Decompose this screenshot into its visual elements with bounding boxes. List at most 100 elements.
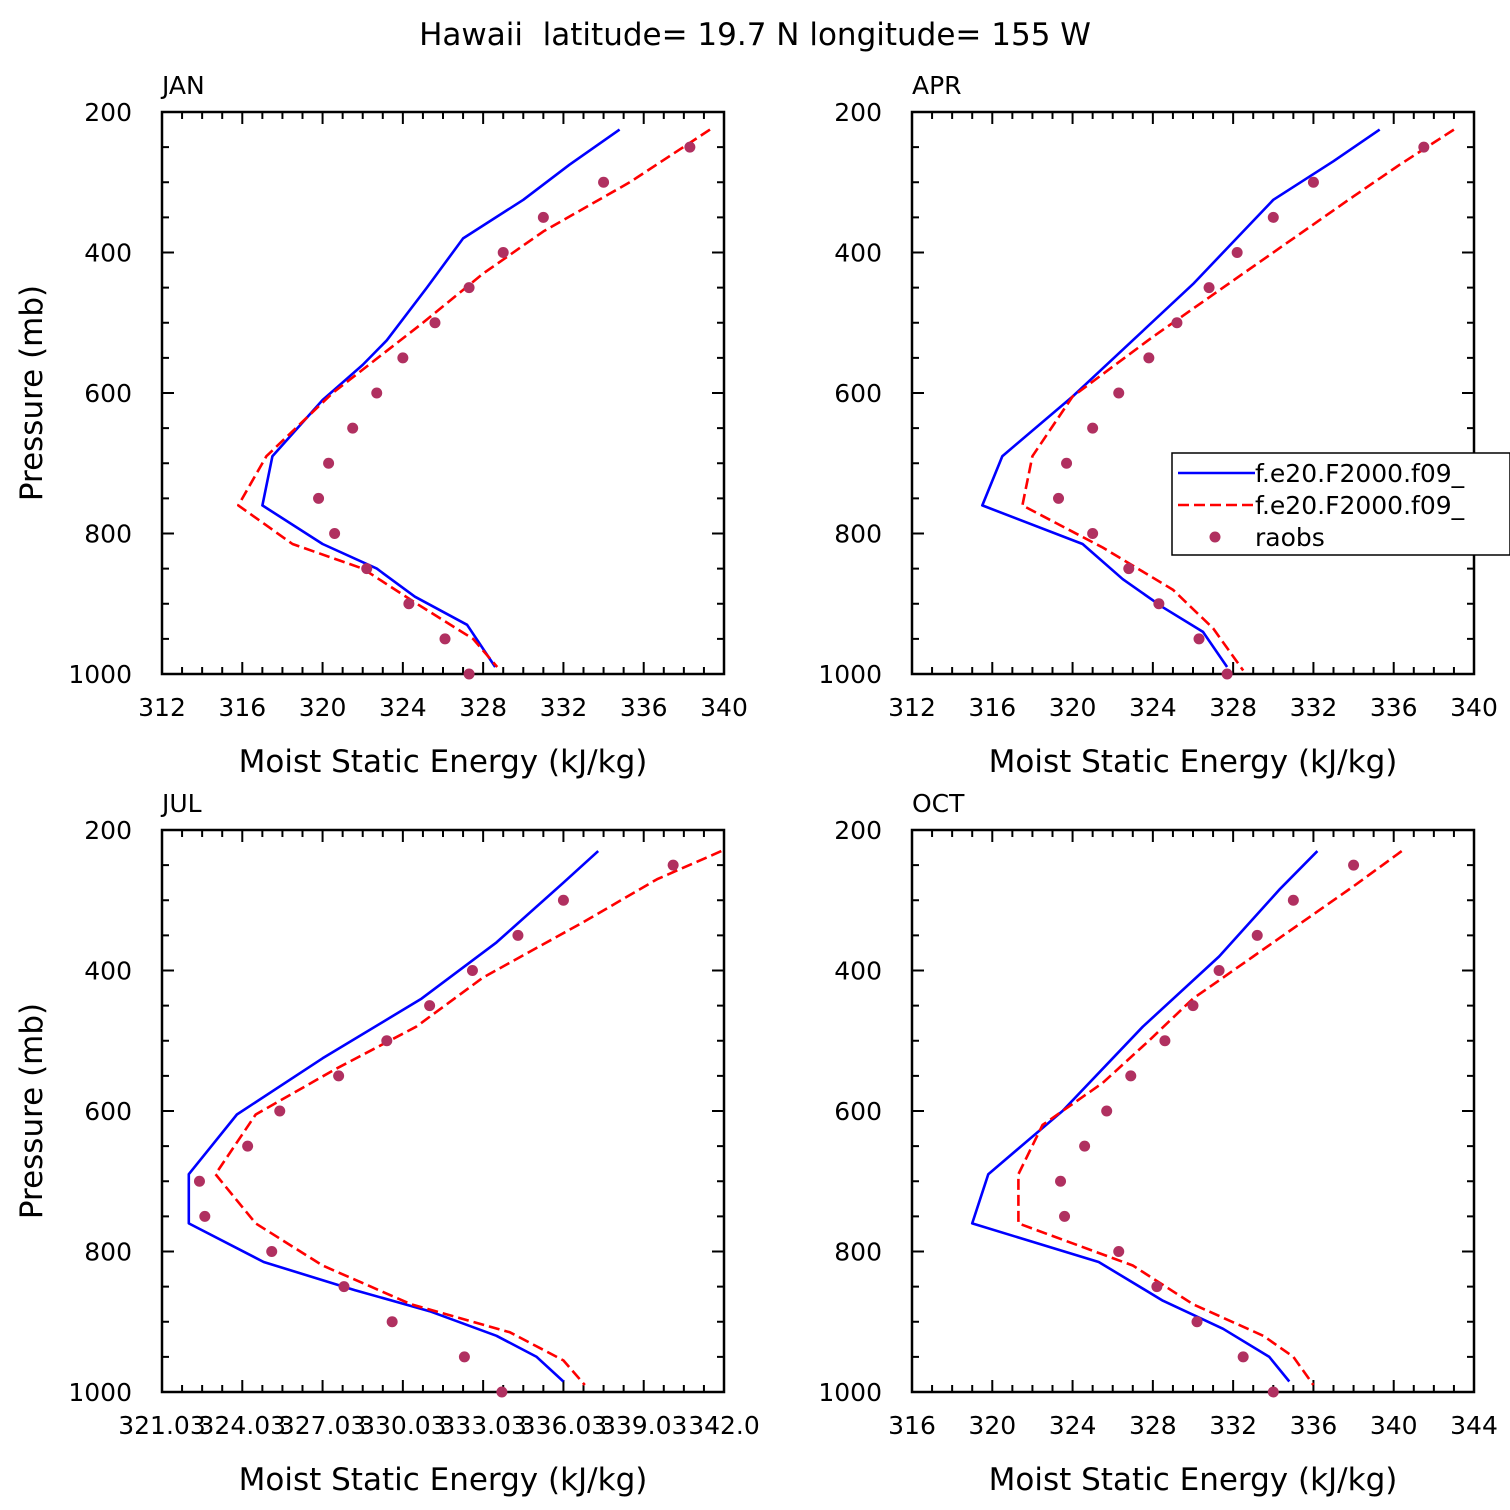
x-tick-label: 336.03	[520, 1411, 607, 1440]
data-point	[557, 894, 569, 906]
data-point	[1221, 668, 1233, 680]
x-tick-label: 328	[1129, 1411, 1177, 1440]
data-point	[684, 141, 696, 153]
x-tick-label: 332	[1209, 1411, 1257, 1440]
data-point	[1187, 1000, 1199, 1012]
data-point	[338, 1281, 350, 1293]
y-tick-label: 200	[834, 98, 882, 127]
data-point	[466, 965, 478, 976]
data-point	[1418, 141, 1430, 153]
y-tick-label: 1000	[818, 660, 882, 689]
x-tick-label: 342.0	[688, 1411, 760, 1440]
x-tick-label: 332	[540, 693, 588, 722]
x-tick-label: 316	[888, 1411, 936, 1440]
x-tick-label: 320	[1049, 693, 1097, 722]
data-point	[1267, 211, 1279, 223]
data-point	[537, 211, 549, 223]
x-tick-label: 333.03	[439, 1411, 526, 1440]
x-tick-label: 328	[459, 693, 507, 722]
data-point	[1153, 598, 1165, 610]
x-axis-label: Moist Static Energy (kJ/kg)	[989, 1462, 1398, 1498]
series-line-solid	[261, 128, 621, 668]
series-line-dashed	[1017, 850, 1403, 1386]
data-point	[463, 282, 475, 294]
data-point	[458, 1351, 470, 1363]
x-tick-label: 332	[1290, 693, 1338, 722]
x-tick-label: 336	[620, 693, 668, 722]
plot-frame	[160, 828, 726, 1394]
data-point	[1159, 1035, 1171, 1047]
x-tick-label: 312	[888, 693, 936, 722]
x-tick-label: 340	[700, 693, 748, 722]
x-tick-label: 324	[379, 693, 427, 722]
y-tick-label: 800	[84, 520, 132, 549]
y-tick-label: 800	[84, 1238, 132, 1267]
y-tick-label: 600	[84, 1097, 132, 1126]
data-point	[1348, 859, 1360, 871]
data-point	[403, 598, 415, 610]
data-point	[1125, 1070, 1137, 1082]
data-point	[381, 1035, 393, 1047]
data-point	[1251, 929, 1263, 941]
y-tick-label: 1000	[818, 1378, 882, 1407]
series-raobs	[1053, 141, 1430, 680]
plot-frame	[160, 110, 726, 676]
data-point	[193, 1175, 205, 1187]
data-point	[347, 422, 359, 434]
data-point	[397, 352, 409, 364]
data-point	[1307, 176, 1319, 188]
data-point	[439, 633, 451, 645]
y-tick-label: 400	[834, 239, 882, 268]
panel-oct: 316 320 324 328 332 336 340 344 200 400 600 800 1000…	[818, 789, 1497, 1498]
y-tick-label: 1000	[68, 1378, 132, 1407]
data-point	[512, 929, 524, 941]
data-point	[1151, 1281, 1163, 1293]
x-tick-label: 312	[138, 693, 186, 722]
data-point	[598, 176, 610, 188]
data-point	[333, 1070, 345, 1082]
x-tick-label: 340	[1450, 693, 1498, 722]
plot-frame	[910, 110, 1476, 676]
data-point	[1079, 1140, 1091, 1152]
data-point	[1113, 387, 1125, 399]
x-tick-label: 336	[1290, 1411, 1338, 1440]
data-point	[323, 457, 335, 469]
y-tick-label: 600	[84, 379, 132, 408]
x-axis-label: Moist Static Energy (kJ/kg)	[239, 1462, 648, 1498]
y-tick-label: 600	[834, 1097, 882, 1126]
data-point	[667, 859, 679, 871]
y-tick-label: 800	[834, 520, 882, 549]
data-point	[496, 1386, 508, 1398]
legend-marker-dot	[1209, 531, 1221, 543]
series-line-dashed	[214, 849, 722, 1386]
data-point	[1055, 1175, 1067, 1187]
plot-frame	[910, 828, 1476, 1394]
panel-title: JAN	[160, 71, 205, 100]
panel-title: OCT	[912, 789, 965, 818]
data-point	[1143, 352, 1155, 364]
x-tick-label: 316	[218, 693, 266, 722]
x-tick-label: 324	[1129, 693, 1177, 722]
y-tick-label: 600	[834, 379, 882, 408]
y-tick-label: 400	[84, 239, 132, 268]
data-point	[371, 387, 383, 399]
data-point	[313, 492, 325, 504]
panel-title: APR	[912, 71, 962, 100]
panel-jul: 321.03324.03327.03330.03333.03336.03339.…	[14, 789, 760, 1498]
y-tick-label: 200	[84, 816, 132, 845]
data-point	[1123, 563, 1135, 575]
data-point	[1087, 528, 1099, 539]
y-tick-label: 200	[834, 816, 882, 845]
y-tick-label: 400	[84, 957, 132, 986]
y-tick-label: 1000	[68, 660, 132, 689]
data-point	[424, 1000, 436, 1012]
series-raobs	[193, 859, 679, 1398]
data-point	[1237, 1351, 1249, 1363]
y-tick-label: 200	[84, 98, 132, 127]
x-tick-label: 324.03	[199, 1411, 286, 1440]
series-raobs	[313, 141, 696, 680]
panel-title: JUL	[160, 789, 202, 818]
data-point	[199, 1210, 211, 1222]
legend-label: f.e20.F2000.f09_	[1255, 459, 1465, 488]
